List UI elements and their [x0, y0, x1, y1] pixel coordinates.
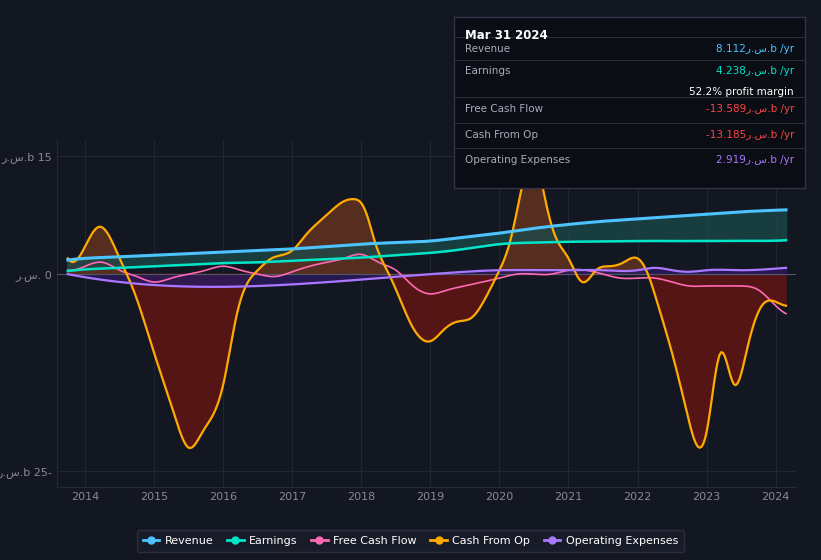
Text: Free Cash Flow: Free Cash Flow	[465, 104, 543, 114]
Text: Earnings: Earnings	[465, 66, 510, 76]
Text: 8.112ر.س.b /yr: 8.112ر.س.b /yr	[716, 44, 794, 54]
Text: 2.919ر.س.b /yr: 2.919ر.س.b /yr	[716, 155, 794, 165]
Text: Operating Expenses: Operating Expenses	[465, 155, 570, 165]
Text: Mar 31 2024: Mar 31 2024	[465, 29, 548, 42]
Text: 52.2% profit margin: 52.2% profit margin	[690, 87, 794, 97]
Text: -13.589ر.س.b /yr: -13.589ر.س.b /yr	[705, 104, 794, 114]
Text: Revenue: Revenue	[465, 44, 510, 54]
Text: Cash From Op: Cash From Op	[465, 129, 538, 139]
Text: 4.238ر.س.b /yr: 4.238ر.س.b /yr	[716, 66, 794, 76]
Text: -13.185ر.س.b /yr: -13.185ر.س.b /yr	[705, 129, 794, 139]
Legend: Revenue, Earnings, Free Cash Flow, Cash From Op, Operating Expenses: Revenue, Earnings, Free Cash Flow, Cash …	[137, 530, 684, 552]
